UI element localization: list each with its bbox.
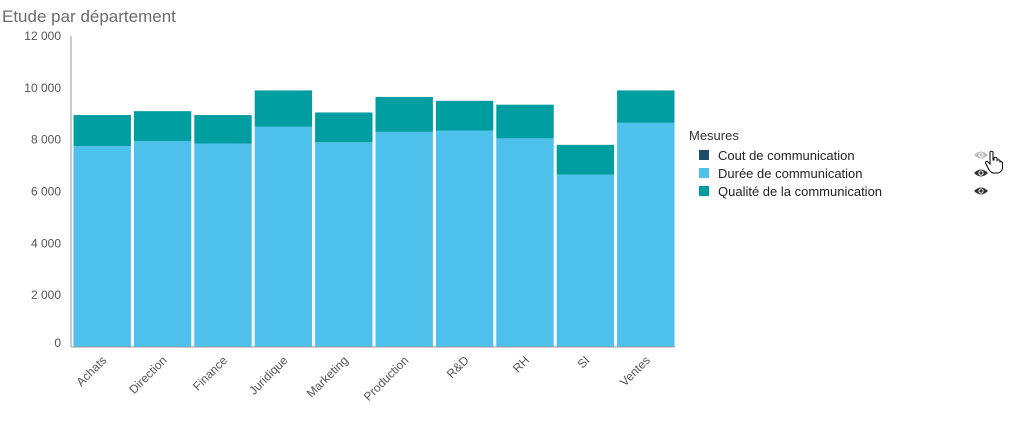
- bar-segment[interactable]: [133, 111, 192, 141]
- bar-segment[interactable]: [617, 122, 675, 347]
- y-tick-label: 10 000: [24, 81, 61, 95]
- y-tick-label: 0: [54, 336, 61, 350]
- bar-segment[interactable]: [194, 115, 252, 144]
- legend-label: Qualité de la communication: [718, 183, 883, 199]
- bar-segment[interactable]: [435, 130, 494, 347]
- bar-segment[interactable]: [556, 174, 615, 347]
- legend-swatch: [699, 150, 709, 160]
- y-tick-label: 12 000: [24, 29, 61, 43]
- bar-segment[interactable]: [73, 115, 131, 147]
- x-axis-labels: Achats Direction Finance Juridique Marketing…: [73, 353, 652, 404]
- x-tick-label: Achats: [73, 353, 109, 389]
- bar-segment[interactable]: [73, 146, 131, 347]
- eye-icon[interactable]: [973, 149, 989, 161]
- bar-segment[interactable]: [254, 126, 313, 347]
- y-axis-ticks: 0 2 000 4 000 6 000 8 000 10 000 12 000: [24, 29, 61, 350]
- bar-segment[interactable]: [435, 100, 494, 131]
- bar-segment[interactable]: [496, 138, 554, 347]
- bar-segment[interactable]: [496, 104, 554, 139]
- y-tick-label: 8 000: [31, 133, 61, 147]
- eye-icon[interactable]: [973, 185, 989, 197]
- x-tick-label: Ventes: [617, 353, 653, 389]
- y-tick-label: 6 000: [31, 185, 61, 199]
- legend-swatch: [699, 186, 709, 196]
- x-tick-label: Juridique: [246, 353, 291, 398]
- bar-segment[interactable]: [315, 142, 373, 347]
- legend-swatch: [699, 168, 709, 178]
- bar-segment[interactable]: [556, 144, 615, 175]
- legend-label: Cout de communication: [718, 147, 855, 163]
- legend: Mesures Cout de communication Durée de c…: [689, 128, 1003, 200]
- eye-icon[interactable]: [973, 167, 989, 179]
- legend-item-cout[interactable]: Cout de communication: [689, 146, 999, 164]
- bars-group: [73, 90, 675, 347]
- bar-segment[interactable]: [133, 140, 192, 347]
- legend-item-duree[interactable]: Durée de communication: [689, 164, 999, 182]
- legend-item-qualite[interactable]: Qualité de la communication: [689, 182, 999, 200]
- x-tick-label: Finance: [190, 353, 230, 393]
- x-tick-label: Marketing: [304, 353, 351, 400]
- x-tick-label: Direction: [126, 353, 169, 396]
- x-tick-label: RH: [510, 353, 532, 375]
- x-tick-label: SI: [575, 353, 593, 371]
- chart-title: Etude par département: [2, 7, 176, 26]
- bar-segment[interactable]: [375, 131, 433, 347]
- legend-label: Durée de communication: [718, 165, 863, 181]
- x-tick-label: R&D: [444, 353, 472, 381]
- bar-segment[interactable]: [375, 96, 433, 132]
- bar-segment[interactable]: [315, 112, 373, 143]
- legend-title: Mesures: [689, 128, 739, 143]
- y-tick-label: 4 000: [31, 236, 61, 250]
- bar-segment[interactable]: [254, 90, 313, 127]
- x-tick-label: Production: [361, 353, 411, 403]
- bar-segment[interactable]: [617, 90, 675, 123]
- bar-segment[interactable]: [194, 143, 252, 347]
- y-tick-label: 2 000: [31, 288, 61, 302]
